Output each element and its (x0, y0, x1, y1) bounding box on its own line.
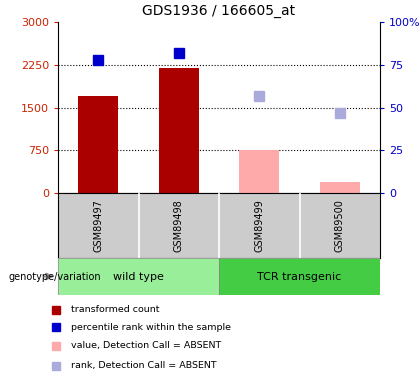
Text: TCR transgenic: TCR transgenic (257, 272, 341, 282)
Bar (219, 258, 380, 295)
Bar (320, 182, 360, 193)
Text: wild type: wild type (113, 272, 164, 282)
Text: GSM89497: GSM89497 (93, 199, 103, 252)
Text: genotype/variation: genotype/variation (8, 272, 101, 282)
Text: transformed count: transformed count (71, 305, 160, 314)
Bar (78, 96, 118, 193)
Bar (239, 150, 279, 193)
Title: GDS1936 / 166605_at: GDS1936 / 166605_at (142, 4, 296, 18)
Bar (58, 258, 219, 295)
Bar (159, 68, 199, 193)
Text: GSM89500: GSM89500 (335, 199, 345, 252)
Text: percentile rank within the sample: percentile rank within the sample (71, 323, 231, 332)
Text: rank, Detection Call = ABSENT: rank, Detection Call = ABSENT (71, 361, 217, 370)
Text: GSM89498: GSM89498 (174, 199, 184, 252)
Text: value, Detection Call = ABSENT: value, Detection Call = ABSENT (71, 341, 221, 350)
Text: GSM89499: GSM89499 (254, 199, 264, 252)
